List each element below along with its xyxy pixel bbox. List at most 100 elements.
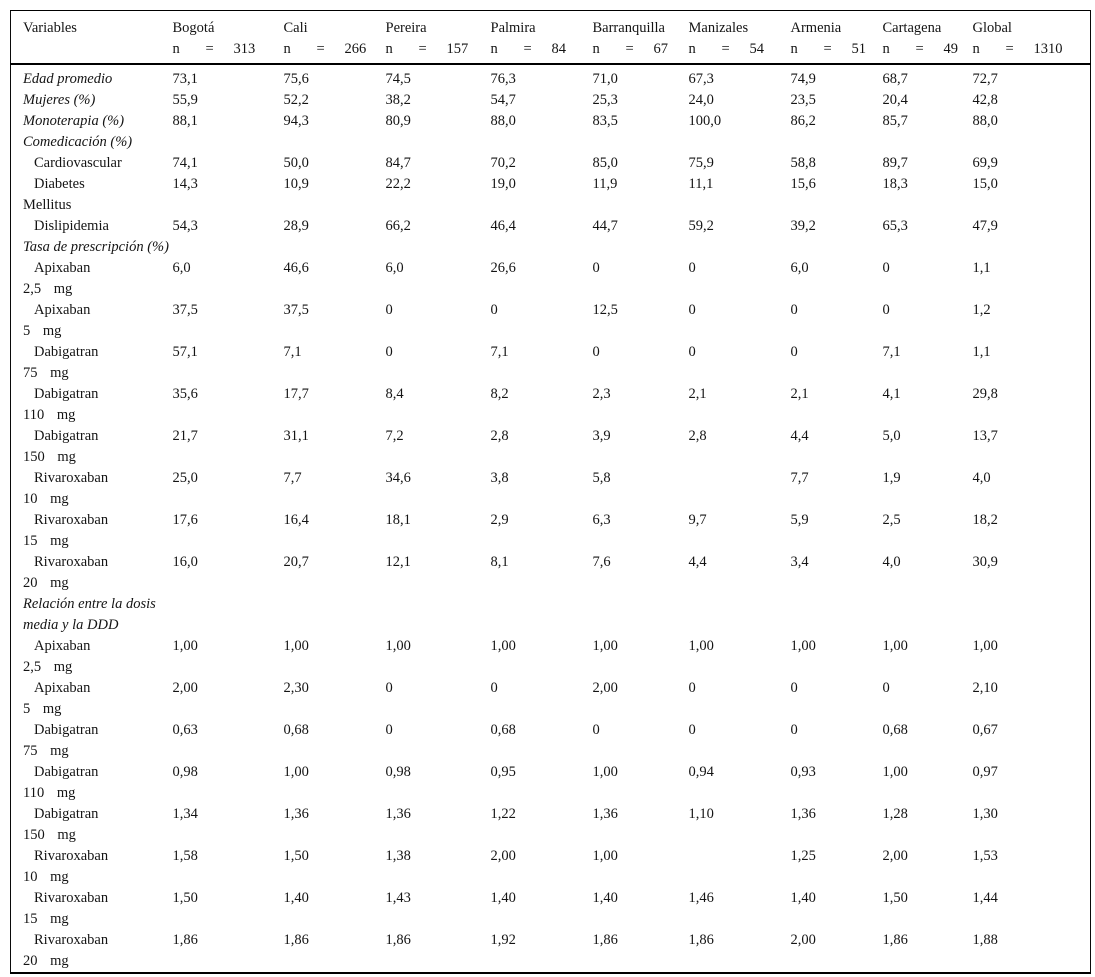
value-cell: 34,6	[385, 470, 411, 486]
row-label-continuation: 20 mg	[23, 953, 69, 969]
column-header-pereira: Pereira n = 157	[386, 11, 491, 65]
value-cell: 1,00	[688, 638, 714, 654]
sample-size: n = 1310	[972, 41, 1063, 57]
row-label-text: Dabigatran	[34, 722, 99, 738]
value-cell: 0,68	[283, 722, 309, 738]
row-label-continuation: 110 mg	[23, 407, 76, 423]
value-cell: 0,67	[972, 722, 998, 738]
row-label-text: Rivaroxaban	[34, 512, 109, 528]
value-cell	[883, 132, 973, 153]
row-label-text: Apixaban	[34, 638, 91, 654]
value-cell: 0	[592, 722, 600, 738]
row-label-continuation: 15 mg	[23, 533, 69, 549]
value-cell: 0,63	[172, 722, 198, 738]
row-label: Apixaban 5 mg	[11, 300, 173, 342]
row-label-text: Relación entre la dosis media y la DDD	[23, 596, 156, 633]
value-cell: 0,68	[490, 722, 516, 738]
table-row: Edad promedio 73,1 75,6 74,5 76,3 71,0 67,3 74,…	[11, 64, 1091, 90]
row-label: Apixaban 2,5 mg	[11, 258, 173, 300]
value-cell: 28,9	[283, 218, 309, 234]
table-row: Diabetes Mellitus 14,3 10,9 22,2 19,0 11,9 11,1…	[11, 174, 1091, 216]
row-label-continuation: 10 mg	[23, 869, 69, 885]
row-label-continuation: 20 mg	[23, 575, 69, 591]
table-row: Apixaban 2,5 mg 6,0 46,6 6,0 26,6 0 0 6,0 0 1,1	[11, 258, 1091, 300]
value-cell: 75,6	[283, 71, 309, 87]
row-label: Diabetes Mellitus	[11, 174, 173, 216]
value-cell: 5,8	[592, 470, 611, 486]
value-cell: 29,8	[972, 386, 998, 402]
value-cell: 0	[490, 302, 498, 318]
value-cell: 8,1	[490, 554, 509, 570]
value-cell: 1,40	[592, 890, 618, 906]
value-cell: 4,0	[882, 554, 901, 570]
value-cell: 7,1	[490, 344, 509, 360]
value-cell: 1,50	[172, 890, 198, 906]
value-cell: 7,1	[283, 344, 302, 360]
value-cell: 16,4	[283, 512, 309, 528]
column-header-manizales: Manizales n = 54	[689, 11, 791, 65]
value-cell: 7,6	[592, 554, 611, 570]
row-label-text: Rivaroxaban	[34, 848, 109, 864]
value-cell	[173, 132, 284, 153]
value-cell: 0	[385, 302, 393, 318]
value-cell: 1,40	[790, 890, 816, 906]
row-label-continuation: 110 mg	[23, 785, 76, 801]
table-row: Dabigatran 110 mg 0,98 1,00 0,98 0,95 1,00 0,94…	[11, 762, 1091, 804]
value-cell: 0	[882, 260, 890, 276]
value-cell: 57,1	[172, 344, 198, 360]
row-label: Relación entre la dosis media y la DDD	[11, 594, 173, 636]
value-cell: 0	[592, 260, 600, 276]
section-header-row: Comedicación (%)	[11, 132, 1091, 153]
value-cell: 73,1	[172, 71, 198, 87]
value-cell: 0	[688, 302, 696, 318]
column-header-armenia: Armenia n = 51	[791, 11, 883, 65]
value-cell: 8,4	[385, 386, 404, 402]
value-cell: 2,00	[490, 848, 516, 864]
table-row: Rivaroxaban 20 mg 16,0 20,7 12,1 8,1 7,6 4,4 3,4…	[11, 552, 1091, 594]
value-cell: 1,00	[172, 638, 198, 654]
value-cell: 38,2	[385, 92, 411, 108]
value-cell: 6,3	[592, 512, 611, 528]
row-label: Rivaroxaban 15 mg	[11, 510, 173, 552]
value-cell: 18,3	[882, 176, 908, 192]
value-cell: 23,5	[790, 92, 816, 108]
value-cell: 0,98	[172, 764, 198, 780]
value-cell: 2,8	[688, 428, 707, 444]
value-cell	[689, 132, 791, 153]
value-cell: 1,92	[490, 932, 516, 948]
value-cell: 15,0	[972, 176, 998, 192]
value-cell: 20,4	[882, 92, 908, 108]
row-label: Tasa de prescripción (%)	[11, 237, 173, 258]
value-cell: 1,50	[882, 890, 908, 906]
value-cell: 2,1	[790, 386, 809, 402]
sample-size: n = 54	[688, 41, 765, 57]
value-cell: 1,00	[592, 848, 618, 864]
value-cell: 39,2	[790, 218, 816, 234]
study-results-table: Variables Bogotá n = 313 Cali n = 266 Pereira n = 1…	[10, 10, 1091, 974]
value-cell: 0	[688, 344, 696, 360]
table-row: Rivaroxaban 15 mg 1,50 1,40 1,43 1,40 1,40 1,46…	[11, 888, 1091, 930]
row-label: Comedicación (%)	[11, 132, 173, 153]
value-cell: 4,4	[790, 428, 809, 444]
city-label: Global	[972, 20, 1012, 36]
value-cell: 1,22	[490, 806, 516, 822]
value-cell: 1,40	[283, 890, 309, 906]
value-cell	[973, 594, 1091, 636]
value-cell: 74,1	[172, 155, 198, 171]
value-cell: 8,2	[490, 386, 509, 402]
value-cell: 4,1	[882, 386, 901, 402]
value-cell: 1,58	[172, 848, 198, 864]
value-cell: 71,0	[592, 71, 618, 87]
value-cell: 1,86	[592, 932, 618, 948]
value-cell: 1,86	[172, 932, 198, 948]
value-cell	[689, 846, 791, 888]
value-cell: 7,7	[283, 470, 302, 486]
table-header: Variables Bogotá n = 313 Cali n = 266 Pereira n = 1…	[10, 11, 1091, 65]
value-cell: 74,9	[790, 71, 816, 87]
value-cell: 14,3	[172, 176, 198, 192]
column-header-variables: Variables	[23, 20, 77, 36]
value-cell: 54,3	[172, 218, 198, 234]
section-header-row: Relación entre la dosis media y la DDD	[11, 594, 1091, 636]
value-cell: 1,88	[972, 932, 998, 948]
row-label-continuation: 2,5 mg	[23, 281, 73, 297]
